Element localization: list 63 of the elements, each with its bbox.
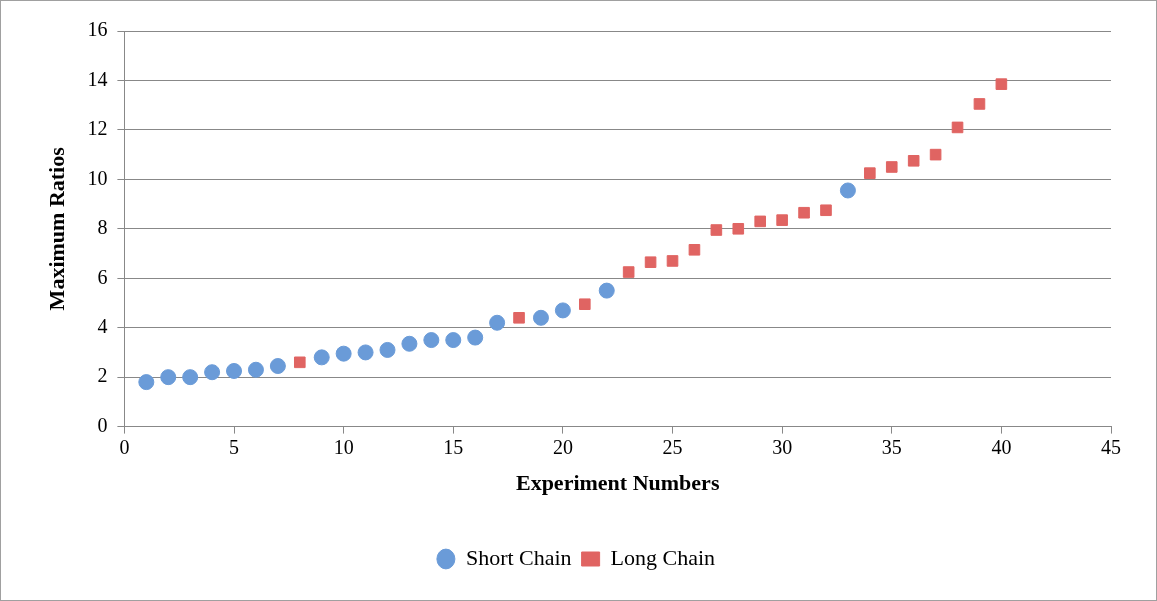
y-tick-label: 16 xyxy=(87,18,108,41)
point xyxy=(798,206,810,219)
point xyxy=(644,256,657,268)
y-tick-label: 14 xyxy=(87,67,108,90)
point xyxy=(313,349,330,366)
y-tick-label: 0 xyxy=(97,413,108,436)
point xyxy=(907,155,920,167)
x-tick-label: 30 xyxy=(772,435,793,458)
point xyxy=(688,244,701,256)
point xyxy=(532,309,549,326)
point xyxy=(973,98,986,110)
point xyxy=(138,374,155,391)
x-tick-label: 0 xyxy=(119,435,130,458)
point xyxy=(995,78,1008,90)
point xyxy=(598,282,615,299)
x-tick-label: 45 xyxy=(1101,435,1121,458)
point xyxy=(579,298,591,311)
y-tick-label: 4 xyxy=(97,314,108,337)
point xyxy=(401,335,418,352)
point xyxy=(864,167,876,179)
point xyxy=(204,364,221,381)
point xyxy=(160,369,177,386)
x-tick-label: 10 xyxy=(333,435,354,458)
legend-label: Short Chain xyxy=(465,544,572,570)
point xyxy=(951,121,964,134)
point xyxy=(379,341,396,358)
point xyxy=(293,356,306,369)
y-tick-label: 2 xyxy=(97,364,108,387)
x-tick-label: 5 xyxy=(229,435,240,458)
x-axis-title: Experiment Numbers xyxy=(515,470,720,496)
y-axis-title: Maximum Ratios xyxy=(43,146,69,311)
legend-label: Long Chain xyxy=(610,544,716,570)
point xyxy=(776,214,788,226)
point xyxy=(732,223,745,235)
point xyxy=(839,182,856,199)
point xyxy=(554,302,571,319)
y-tick-label: 12 xyxy=(87,117,108,140)
point xyxy=(885,161,898,173)
point xyxy=(489,314,506,331)
point xyxy=(622,266,635,278)
y-tick-label: 10 xyxy=(87,166,108,189)
point xyxy=(754,215,767,228)
point xyxy=(929,148,942,161)
point xyxy=(182,369,199,386)
point xyxy=(513,312,525,324)
point xyxy=(467,329,484,346)
point xyxy=(710,224,723,236)
y-tick-label: 8 xyxy=(97,216,108,239)
point xyxy=(226,362,243,379)
point xyxy=(247,361,264,378)
point xyxy=(820,204,832,217)
point xyxy=(357,344,374,361)
point xyxy=(445,332,462,349)
x-tick-label: 20 xyxy=(552,435,573,458)
point xyxy=(335,345,352,362)
point xyxy=(269,358,286,375)
x-tick-label: 25 xyxy=(662,435,683,458)
x-tick-label: 40 xyxy=(991,435,1012,458)
x-tick-label: 15 xyxy=(443,435,464,458)
point xyxy=(666,255,679,267)
point xyxy=(423,332,440,349)
y-tick-label: 6 xyxy=(97,265,108,288)
x-tick-label: 35 xyxy=(881,435,902,458)
